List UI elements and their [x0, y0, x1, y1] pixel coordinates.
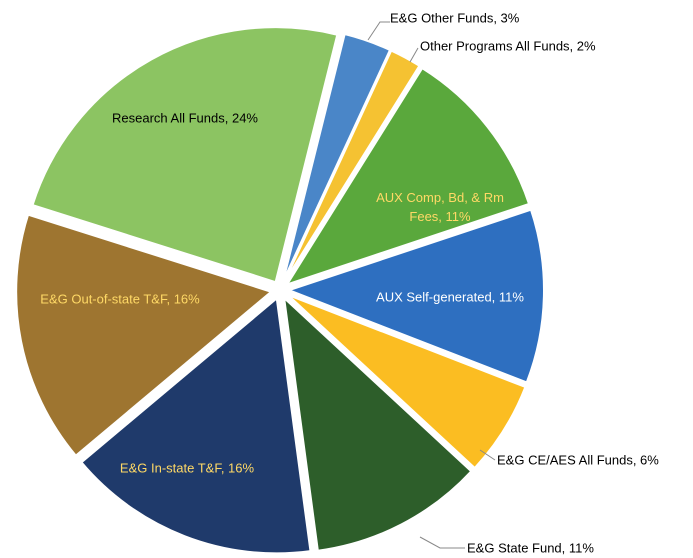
- data-label: E&G State Fund, 11%: [467, 540, 594, 556]
- leader-line: [419, 536, 465, 549]
- pie-slice: [282, 295, 473, 552]
- pie-slice: [79, 296, 312, 555]
- pie-slice: [284, 66, 531, 287]
- data-label: Research All Funds, 24%: [112, 110, 258, 126]
- pie-slice: [282, 32, 392, 282]
- leader-line: [479, 449, 496, 461]
- data-label: Other Programs All Funds, 2%: [420, 38, 596, 54]
- data-label: AUX Self-generated, 11%: [376, 289, 524, 305]
- data-label: E&G CE/AES All Funds, 6%: [497, 452, 659, 468]
- pie-slice: [286, 208, 545, 384]
- pie-slice: [286, 293, 527, 470]
- leader-line: [367, 21, 390, 41]
- pie-slice: [283, 49, 421, 283]
- pie-slice: [31, 26, 339, 284]
- leader-line: [409, 47, 419, 63]
- pie-slice: [15, 213, 274, 458]
- data-label: E&G Other Funds, 3%: [390, 10, 520, 26]
- leader-lines: [367, 21, 496, 549]
- data-label: E&G Out-of-state T&F, 16%: [40, 291, 200, 307]
- data-label: AUX Comp, Bd, & Rm Fees, 11%: [376, 190, 504, 224]
- data-label: E&G In-state T&F, 16%: [119, 460, 255, 476]
